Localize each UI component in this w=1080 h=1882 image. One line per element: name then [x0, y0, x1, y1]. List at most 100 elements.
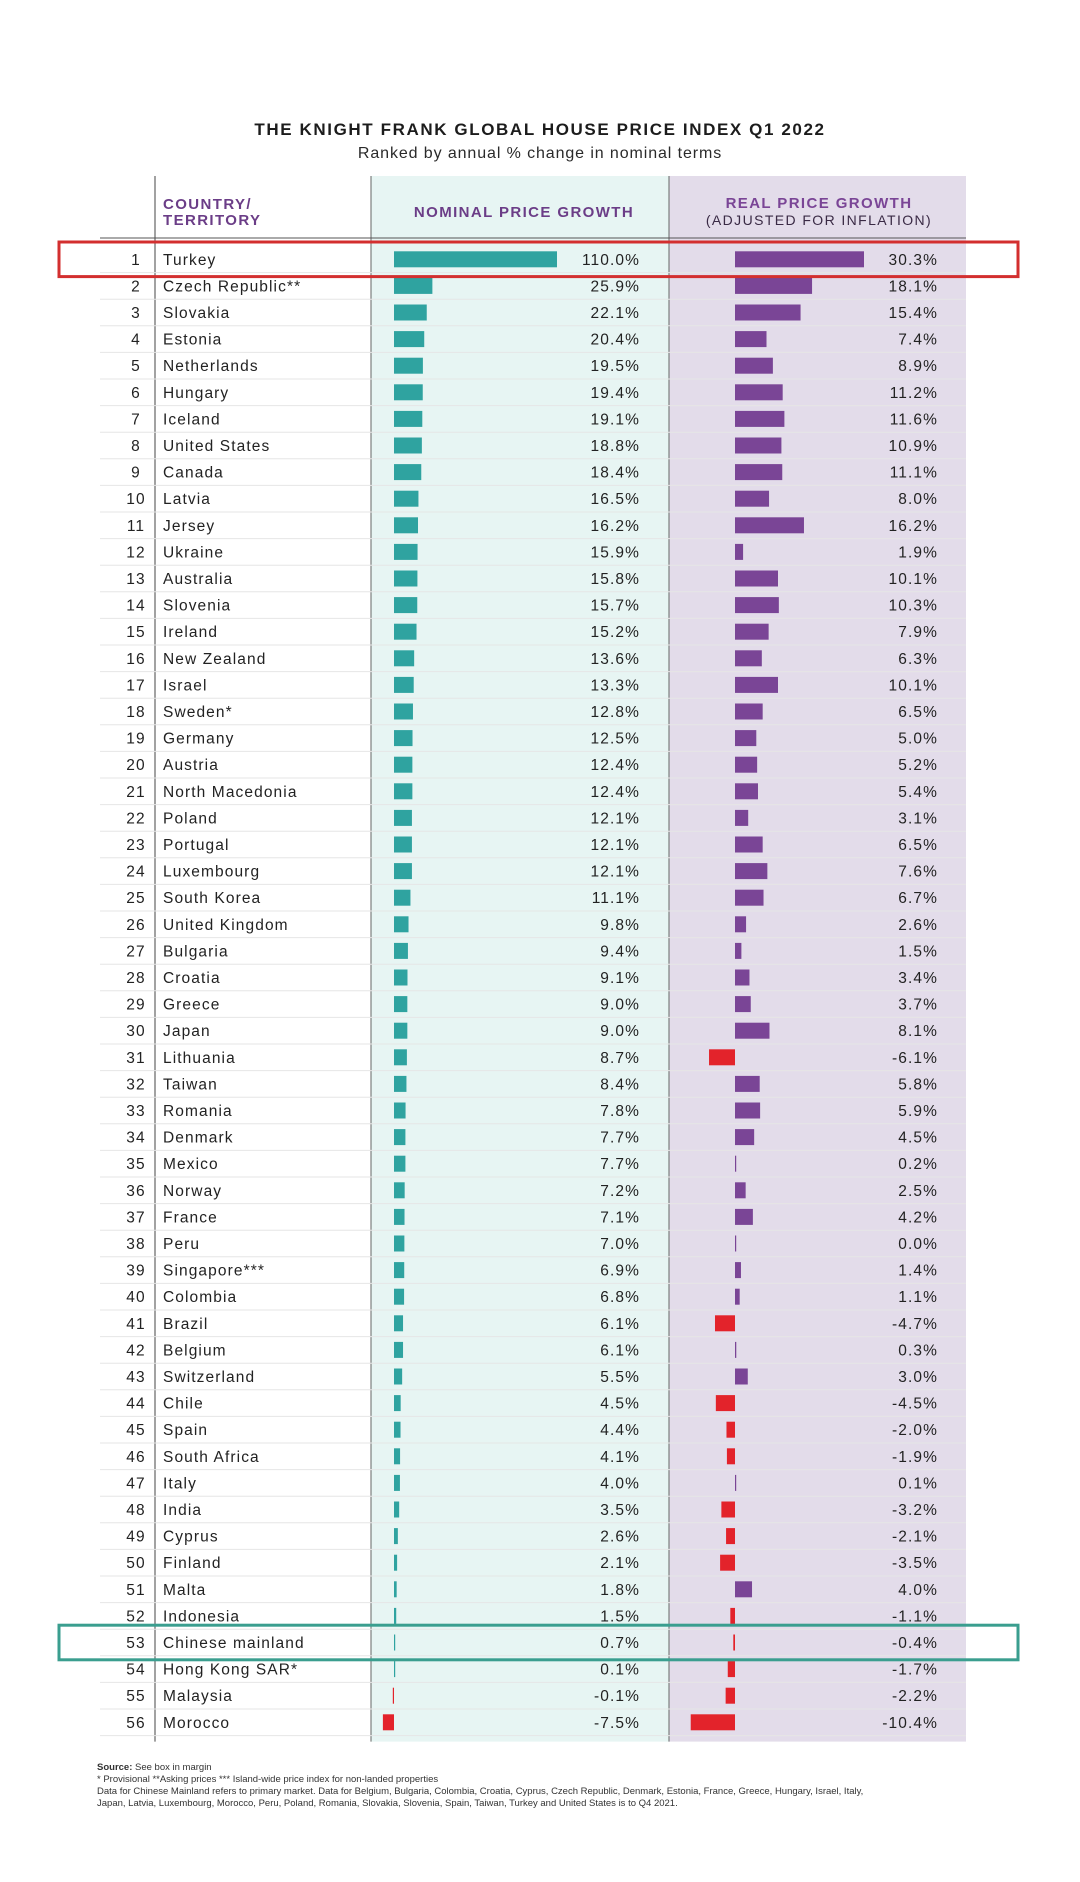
country-cell: Bulgaria [163, 943, 229, 960]
real-value: 2.6% [898, 917, 938, 934]
country-cell: Ukraine [163, 544, 224, 561]
nominal-value: 12.4% [591, 757, 640, 774]
table-row: 8 United States 18.8% 10.9% [100, 437, 966, 460]
real-bar [735, 490, 770, 507]
source-text: See box in margin [135, 1762, 212, 1773]
header-country-line1: COUNTRY/ [163, 196, 252, 213]
table-row: 13 Australia 15.8% 10.1% [100, 570, 966, 593]
country-cell: Austria [163, 757, 219, 774]
real-value: -6.1% [892, 1050, 938, 1067]
nominal-bar [394, 517, 419, 534]
rank-cell: 44 [126, 1396, 145, 1413]
nominal-value: 0.1% [600, 1662, 640, 1679]
table-row: 34 Denmark 7.7% 4.5% [100, 1129, 966, 1151]
real-bar [735, 251, 864, 268]
nominal-value: 7.2% [600, 1183, 640, 1200]
nominal-value: 6.8% [600, 1289, 640, 1306]
table-row: 22 Poland 12.1% 3.1% [100, 809, 966, 832]
rank-cell: 51 [126, 1582, 145, 1599]
country-cell: Mexico [163, 1156, 219, 1173]
real-value: 4.5% [898, 1130, 938, 1147]
country-cell: Slovakia [163, 305, 230, 322]
nominal-bar [394, 1474, 400, 1491]
country-cell: Germany [163, 731, 234, 748]
country-cell: France [163, 1209, 218, 1226]
real-bar [690, 1714, 735, 1731]
table-row: 49 Cyprus 2.6% -2.1% [100, 1528, 966, 1550]
real-bar [735, 1581, 753, 1598]
real-bar [714, 1315, 735, 1332]
table-row: 5 Netherlands 19.5% 8.9% [100, 357, 966, 380]
price-index-table: COUNTRY/ TERRITORY NOMINAL PRICE GROWTH … [57, 176, 1020, 1742]
country-cell: Greece [163, 997, 220, 1014]
nominal-value: 5.5% [600, 1369, 640, 1386]
real-bar [735, 783, 758, 800]
nominal-bar [394, 1554, 398, 1571]
country-cell: Finland [163, 1555, 222, 1572]
rank-cell: 3 [131, 305, 141, 322]
nominal-bar [394, 650, 415, 667]
nominal-value: 4.5% [600, 1396, 640, 1413]
nominal-bar [394, 410, 423, 427]
country-cell: Hong Kong SAR* [163, 1662, 298, 1679]
nominal-value: 19.5% [591, 358, 640, 375]
table-row: 4 Estonia 20.4% 7.4% [100, 331, 966, 353]
rank-cell: 41 [126, 1316, 145, 1333]
real-value: 7.9% [898, 624, 938, 641]
nominal-value: 7.8% [600, 1103, 640, 1120]
real-value: 5.0% [898, 731, 938, 748]
nominal-value: 15.9% [591, 544, 640, 561]
real-bar [735, 809, 749, 826]
real-value: 11.1% [890, 465, 938, 482]
nominal-value: 12.8% [591, 704, 640, 721]
real-value: 0.0% [898, 1236, 938, 1253]
source-label: Source: [97, 1762, 133, 1773]
rank-cell: 36 [126, 1183, 145, 1200]
real-value: 3.7% [898, 997, 938, 1014]
nominal-value: 1.5% [600, 1608, 640, 1625]
table-row: 9 Canada 18.4% 11.1% [100, 464, 966, 486]
real-value: -0.4% [892, 1635, 938, 1652]
nominal-value: -7.5% [594, 1715, 640, 1732]
real-value: 3.4% [898, 970, 938, 987]
nominal-value: 12.4% [591, 784, 640, 801]
nominal-value: 25.9% [591, 278, 640, 295]
table-row: 15 Ireland 15.2% 7.9% [100, 623, 966, 646]
table-row: 30 Japan 9.0% 8.1% [100, 1022, 966, 1045]
nominal-value: 6.1% [600, 1342, 640, 1359]
nominal-bar [394, 1634, 396, 1651]
table-row: 32 Taiwan 8.4% 5.8% [100, 1075, 966, 1098]
real-bar [735, 1129, 755, 1146]
country-cell: New Zealand [163, 651, 266, 668]
table-header: COUNTRY/ TERRITORY NOMINAL PRICE GROWTH … [163, 195, 932, 229]
real-bar [733, 1634, 735, 1651]
real-value: 10.1% [889, 677, 938, 694]
header-real-line2: (ADJUSTED FOR INFLATION) [706, 212, 932, 228]
country-cell: Cyprus [163, 1529, 219, 1546]
real-bar [735, 304, 801, 321]
nominal-value: 19.4% [591, 385, 640, 402]
table-row: 19 Germany 12.5% 5.0% [100, 730, 966, 752]
rank-cell: 46 [126, 1449, 145, 1466]
real-value: -3.2% [892, 1502, 938, 1519]
real-bar [735, 570, 778, 587]
real-bar [735, 969, 750, 986]
rank-cell: 31 [126, 1050, 145, 1067]
nominal-bar [394, 1262, 405, 1279]
table-row: 10 Latvia 16.5% 8.0% [100, 490, 966, 513]
real-bar [726, 1448, 735, 1465]
nominal-value: 16.2% [591, 518, 640, 535]
rank-cell: 33 [126, 1103, 145, 1120]
country-cell: Spain [163, 1422, 208, 1439]
table-rows: 1 Turkey 110.0% 30.3%2 Czech Republic** 25.9%… [100, 251, 966, 1737]
rank-cell: 49 [126, 1529, 145, 1546]
nominal-bar [394, 676, 414, 693]
real-bar [735, 1182, 746, 1199]
table-row: 46 South Africa 4.1% -1.9% [100, 1448, 966, 1471]
nominal-bar [394, 1315, 404, 1332]
nominal-value: 11.1% [592, 890, 640, 907]
nominal-bar [394, 1368, 403, 1385]
table-row: 37 France 7.1% 4.2% [100, 1208, 966, 1231]
real-value: 1.5% [898, 943, 938, 960]
real-bar [735, 384, 783, 401]
